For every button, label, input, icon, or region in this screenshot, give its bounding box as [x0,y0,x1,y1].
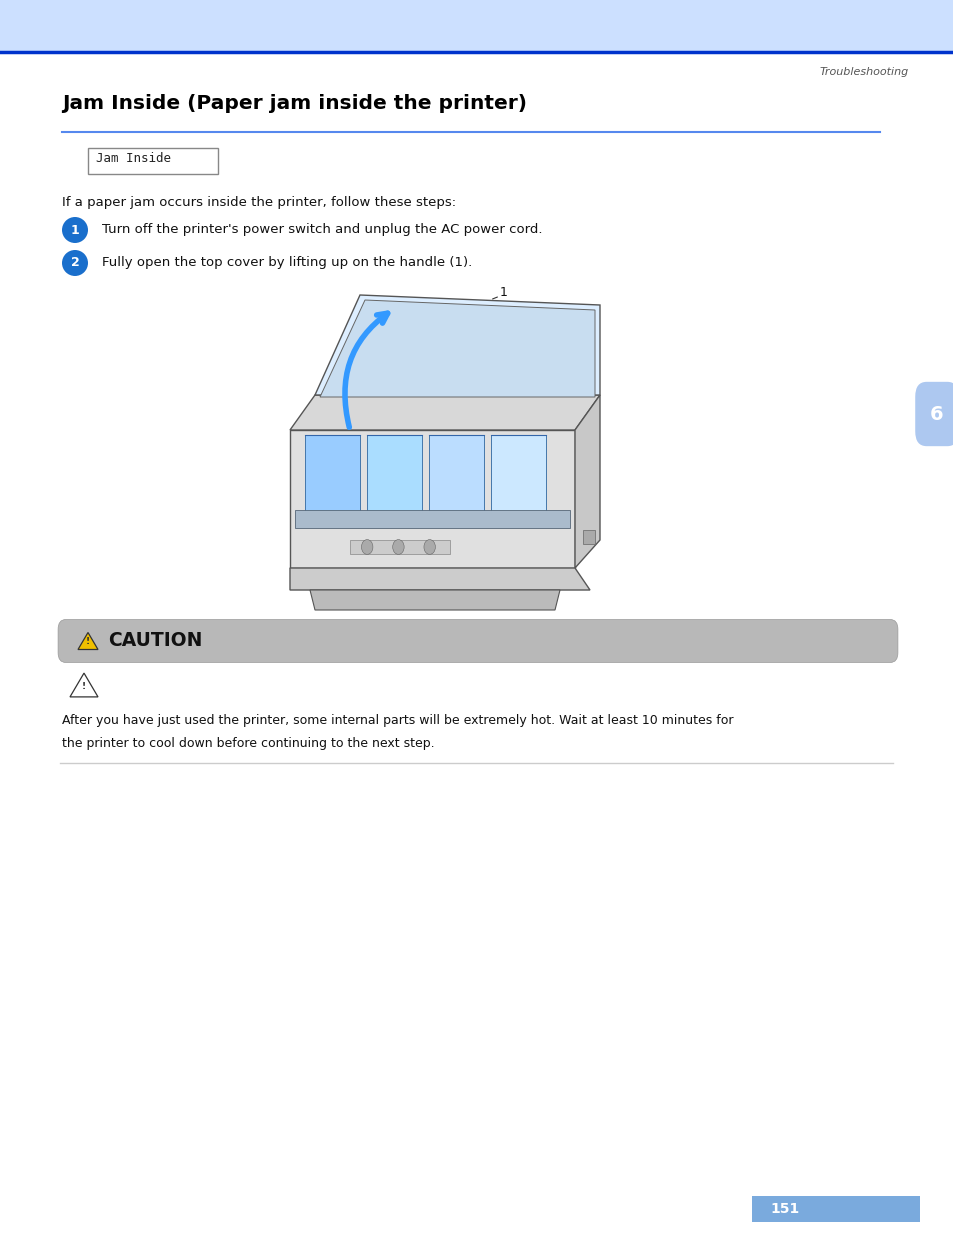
Circle shape [423,540,435,555]
FancyBboxPatch shape [305,435,359,515]
Text: If a paper jam occurs inside the printer, follow these steps:: If a paper jam occurs inside the printer… [62,196,456,209]
Circle shape [361,540,373,555]
Circle shape [393,540,404,555]
Polygon shape [310,590,559,610]
Text: 1: 1 [499,287,507,300]
Text: the printer to cool down before continuing to the next step.: the printer to cool down before continui… [62,737,435,750]
Text: Turn off the printer's power switch and unplug the AC power cord.: Turn off the printer's power switch and … [102,224,542,236]
FancyBboxPatch shape [0,0,953,52]
FancyBboxPatch shape [582,530,595,543]
FancyBboxPatch shape [429,435,483,515]
FancyBboxPatch shape [491,435,545,515]
Polygon shape [290,395,599,430]
Ellipse shape [62,249,88,275]
Text: 151: 151 [769,1202,799,1216]
FancyBboxPatch shape [751,1195,919,1221]
Polygon shape [575,395,599,568]
Polygon shape [314,295,599,395]
Text: !: ! [82,682,86,690]
Text: CAUTION: CAUTION [108,631,202,651]
Text: 2: 2 [71,257,79,269]
Text: After you have just used the printer, some internal parts will be extremely hot.: After you have just used the printer, so… [62,714,733,727]
FancyBboxPatch shape [294,510,569,529]
Text: Jam Inside: Jam Inside [96,152,171,164]
Polygon shape [319,300,595,396]
FancyBboxPatch shape [88,148,218,174]
Text: Troubleshooting: Troubleshooting [820,67,908,77]
Text: Fully open the top cover by lifting up on the handle (1).: Fully open the top cover by lifting up o… [102,257,472,269]
FancyBboxPatch shape [58,620,897,662]
FancyBboxPatch shape [914,382,953,446]
FancyBboxPatch shape [290,430,575,568]
Text: 1: 1 [71,224,79,236]
Polygon shape [70,673,98,697]
Text: Jam Inside (Paper jam inside the printer): Jam Inside (Paper jam inside the printer… [62,94,526,112]
Ellipse shape [62,217,88,243]
FancyBboxPatch shape [367,435,421,515]
FancyBboxPatch shape [350,540,450,555]
Text: 6: 6 [929,405,943,424]
Text: !: ! [86,637,90,646]
Polygon shape [290,568,589,590]
Polygon shape [78,632,98,650]
